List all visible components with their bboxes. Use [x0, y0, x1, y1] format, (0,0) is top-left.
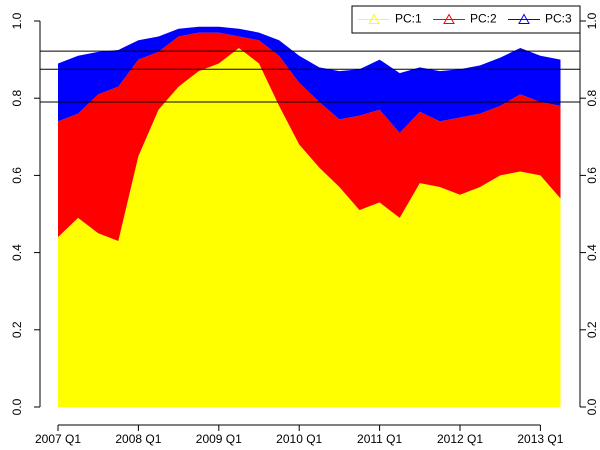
- y2-tick-label: 0.6: [585, 167, 599, 184]
- x-tick-label: 2009 Q1: [196, 432, 242, 446]
- legend-label: PC:2: [470, 12, 497, 26]
- y-tick-label: 1.0: [10, 12, 24, 29]
- y2-tick-label: 0.2: [585, 321, 599, 338]
- legend-marker: [443, 13, 455, 24]
- y2-tick-label: 1.0: [585, 12, 599, 29]
- area: [58, 26, 561, 133]
- x-tick-label: 2012 Q1: [437, 432, 483, 446]
- legend-marker: [518, 13, 530, 24]
- x-tick-label: 2008 Q1: [115, 432, 161, 446]
- y-tick-label: 0.0: [10, 398, 24, 415]
- y-tick-label: 0.2: [10, 321, 24, 338]
- legend-label: PC:1: [395, 12, 422, 26]
- x-tick-label: 2010 Q1: [276, 432, 322, 446]
- legend-label: PC:3: [545, 12, 572, 26]
- legend-box: [351, 5, 581, 34]
- area: [58, 32, 561, 242]
- area: [58, 48, 561, 408]
- y2-tick-label: 0.0: [585, 398, 599, 415]
- y-tick-label: 0.8: [10, 90, 24, 107]
- legend-marker: [368, 13, 380, 24]
- x-tick-label: 2007 Q1: [35, 432, 81, 446]
- y-tick-label: 0.4: [10, 244, 24, 261]
- y2-tick-label: 0.4: [585, 244, 599, 261]
- x-tick-label: 2011 Q1: [357, 432, 402, 446]
- y2-tick-label: 0.8: [585, 90, 599, 107]
- y-tick-label: 0.6: [10, 167, 24, 184]
- x-tick-label: 2013 Q1: [517, 432, 563, 446]
